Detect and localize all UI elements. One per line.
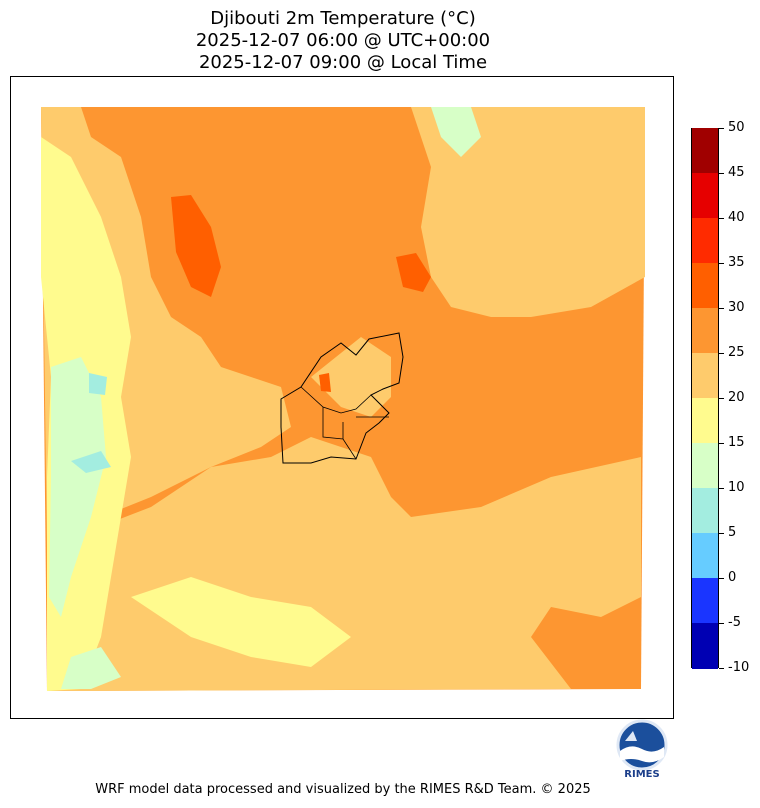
colorbar-tick xyxy=(719,263,724,264)
field-15-20-south xyxy=(131,577,351,667)
colorbar-tick xyxy=(719,308,724,309)
field-5-10-patch-1 xyxy=(71,451,111,473)
colorbar-tick xyxy=(719,578,724,579)
colorbar-tick-label: 40 xyxy=(728,210,745,225)
colorbar-segment xyxy=(692,218,718,264)
field-5-10-patch-2 xyxy=(89,373,107,395)
colorbar-segment xyxy=(692,488,718,534)
colorbar-tick-label: 50 xyxy=(728,120,745,135)
colorbar-tick xyxy=(719,173,724,174)
colorbar xyxy=(691,128,719,669)
djibouti-region-lines xyxy=(300,386,389,460)
colorbar-tick-label: 30 xyxy=(728,300,745,315)
map-title: Djibouti 2m Temperature (°C) xyxy=(210,8,476,29)
map-frame: RIMES xyxy=(10,76,674,780)
field-30-35-north xyxy=(171,195,221,297)
utc-time: 2025-12-07 06:00 @ UTC+00:00 xyxy=(195,30,491,51)
colorbar-segment xyxy=(692,398,718,444)
colorbar-segment xyxy=(692,263,718,309)
colorbar-tick xyxy=(719,128,724,129)
colorbar-tick-label: 0 xyxy=(728,570,737,585)
colorbar-tick xyxy=(719,443,724,444)
field-10-15-west xyxy=(49,357,106,617)
colorbar-tick xyxy=(719,218,724,219)
field-10-15-northeast xyxy=(431,107,481,157)
rimes-logo-text: RIMES xyxy=(624,769,660,780)
colorbar-tick-label: 20 xyxy=(728,390,745,405)
colorbar-segment xyxy=(692,353,718,399)
field-10-15-south xyxy=(61,647,121,689)
colorbar-tick-label: -5 xyxy=(728,615,741,630)
local-time: 2025-12-07 09:00 @ Local Time xyxy=(198,52,488,73)
temperature-map xyxy=(41,107,645,691)
colorbar-segment xyxy=(692,173,718,219)
colorbar-tick-label: -10 xyxy=(728,660,750,675)
footer-credit: WRF model data processed and visualized … xyxy=(95,782,591,797)
field-30-35-center xyxy=(319,373,331,392)
colorbar-tick-label: 35 xyxy=(728,255,745,270)
colorbar-tick xyxy=(719,398,724,399)
colorbar-tick-label: 10 xyxy=(728,480,745,495)
colorbar-segment xyxy=(692,623,718,669)
colorbar-tick-label: 25 xyxy=(728,345,745,360)
colorbar-tick xyxy=(719,668,724,669)
colorbar-segment xyxy=(692,443,718,489)
rimes-emblem-icon xyxy=(616,719,668,771)
colorbar-tick xyxy=(719,353,724,354)
colorbar-tick-label: 5 xyxy=(728,525,737,540)
colorbar-segment xyxy=(692,533,718,579)
colorbar-segment xyxy=(692,308,718,354)
rimes-logo: RIMES xyxy=(611,717,673,783)
colorbar-tick-label: 45 xyxy=(728,165,745,180)
field-20-25-center xyxy=(311,337,391,417)
colorbar-segment xyxy=(692,578,718,624)
colorbar-tick xyxy=(719,533,724,534)
colorbar-tick xyxy=(719,488,724,489)
colorbar-tick-label: 15 xyxy=(728,435,745,450)
colorbar-segment xyxy=(692,128,718,174)
colorbar-tick xyxy=(719,623,724,624)
field-20-25-northeast xyxy=(411,107,645,317)
field-30-35-east xyxy=(396,253,431,292)
